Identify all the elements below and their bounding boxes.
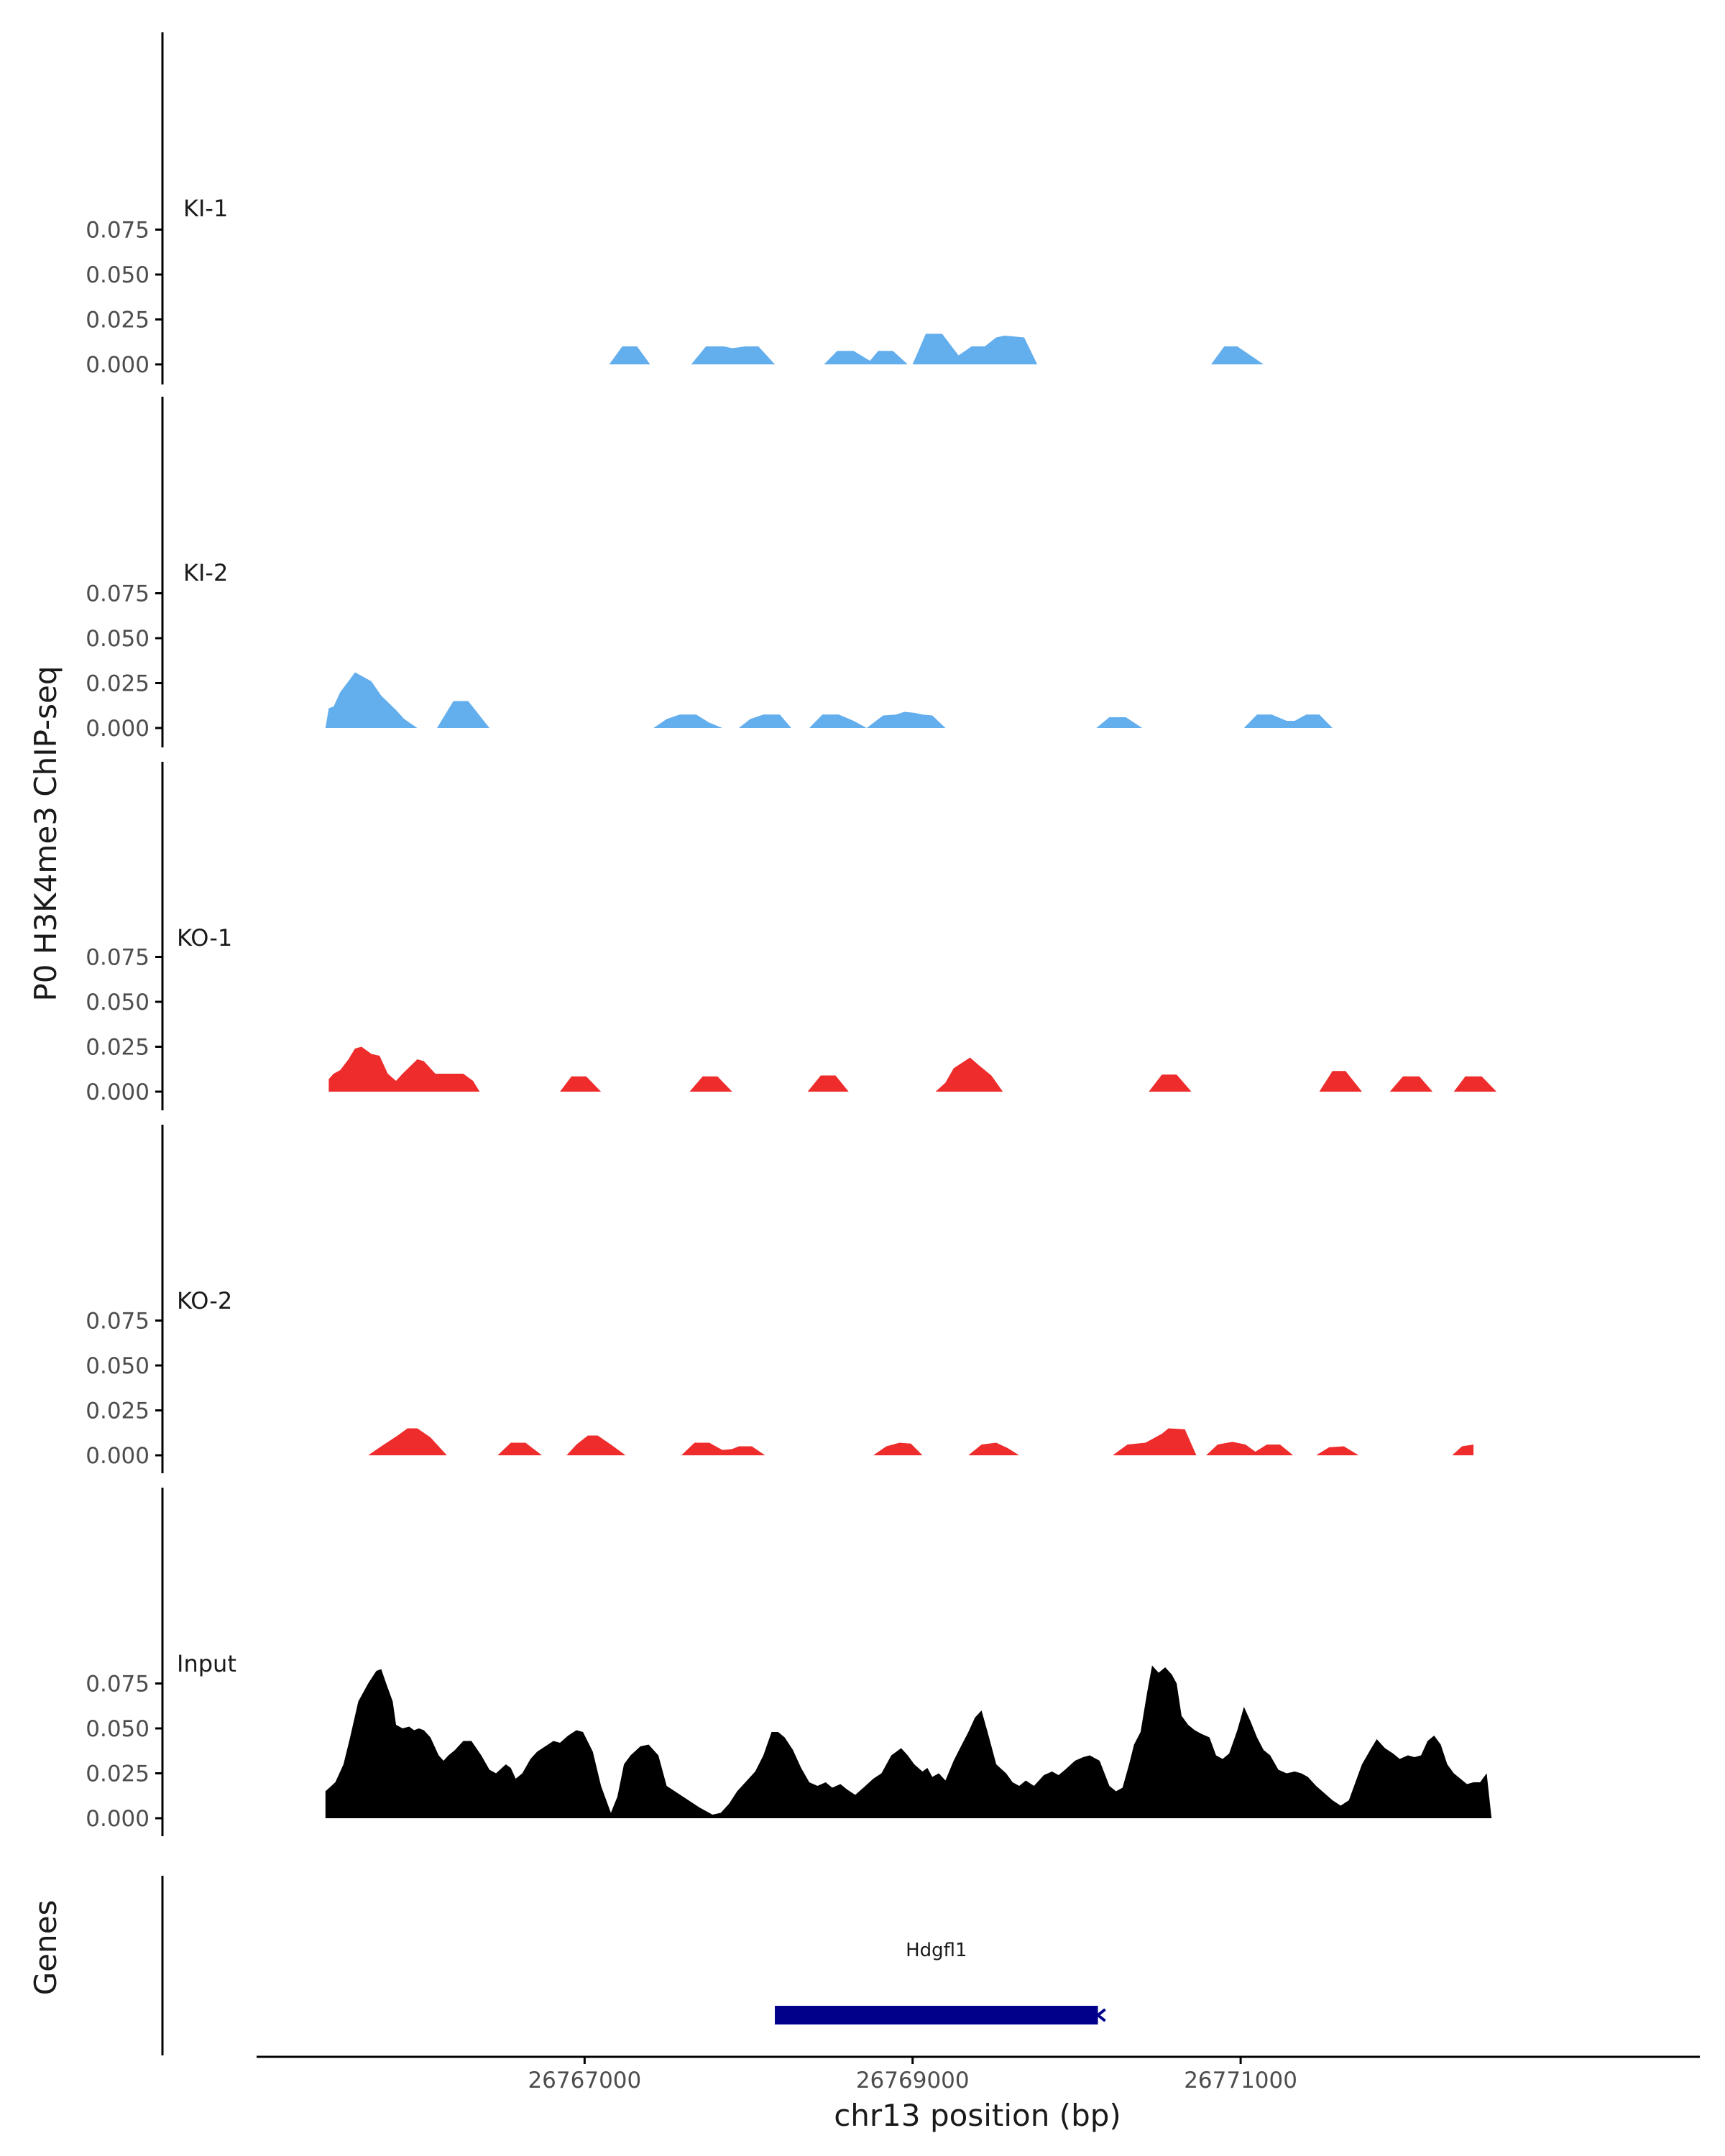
track-input: 0.000 0.025 0.050 0.075 Input [86, 1488, 1492, 1836]
track-label: KO-1 [177, 924, 232, 952]
gene-panel: Hdgfl1 [161, 1876, 1106, 2055]
y-tick-label: 0.075 [86, 945, 150, 971]
track-label: KI-2 [183, 559, 228, 586]
y-tick-label: 0.025 [86, 1761, 150, 1787]
y-tick-label: 0.050 [86, 1716, 150, 1742]
y-axis-title: P0 H3K4me3 ChIP-seq [28, 665, 63, 1001]
y-tick-label: 0.025 [86, 1399, 150, 1424]
strand-arrow [1095, 2008, 1106, 2022]
track-ko-1: 0.000 0.025 0.050 0.075 KO-1 [86, 762, 1497, 1110]
track-ko-2: 0.000 0.025 0.050 0.075 KO-2 [86, 1125, 1474, 1473]
x-tick-label: 26771000 [1184, 2068, 1297, 2093]
y-tick-label: 0.000 [86, 1806, 150, 1832]
x-axis: 26767000 26769000 26771000 [257, 2055, 1700, 2093]
track-ki-2: 0.000 0.025 0.050 0.075 KI-2 [86, 397, 1333, 747]
y-tick-label: 0.000 [86, 1443, 150, 1469]
y-tick-label: 0.075 [86, 581, 150, 607]
signal-area-ki-1 [609, 333, 1264, 364]
signal-area-ki-2 [325, 672, 1333, 728]
y-tick-label: 0.075 [86, 1672, 150, 1697]
y-tick-label: 0.050 [86, 1353, 150, 1379]
signal-area-input [325, 1665, 1492, 1818]
gene-body [775, 2006, 1098, 2024]
y-tick-label: 0.075 [86, 1309, 150, 1335]
track-ki-1: 0.000 0.025 0.050 0.075 KI-1 [86, 32, 1264, 384]
y-tick-label: 0.050 [86, 262, 150, 288]
y-tick-label: 0.025 [86, 308, 150, 333]
y-tick-label: 0.075 [86, 218, 150, 244]
x-axis-title: chr13 position (bp) [834, 2098, 1121, 2133]
x-tick-label: 26769000 [856, 2068, 970, 2093]
track-label: Input [177, 1650, 236, 1677]
y-tick-label: 0.025 [86, 1035, 150, 1061]
y-tick-label: 0.000 [86, 1079, 150, 1105]
y-tick-label: 0.025 [86, 671, 150, 697]
x-tick-label: 26767000 [528, 2068, 641, 2093]
y-tick-label: 0.000 [86, 716, 150, 742]
track-label: KI-1 [183, 195, 228, 222]
y-tick-label: 0.000 [86, 352, 150, 378]
signal-area-ko-1 [328, 1046, 1497, 1092]
y-tick-label: 0.050 [86, 990, 150, 1015]
gene-panel-title: Genes [28, 1900, 63, 1996]
gene-name-label: Hdgfl1 [906, 1940, 967, 1961]
y-tick-label: 0.050 [86, 626, 150, 652]
track-label: KO-2 [177, 1287, 232, 1314]
signal-area-ko-2 [368, 1428, 1474, 1455]
track-panels: 0.0000.0250.0500.075KI-10.0000.0250.0500… [86, 32, 1497, 1836]
